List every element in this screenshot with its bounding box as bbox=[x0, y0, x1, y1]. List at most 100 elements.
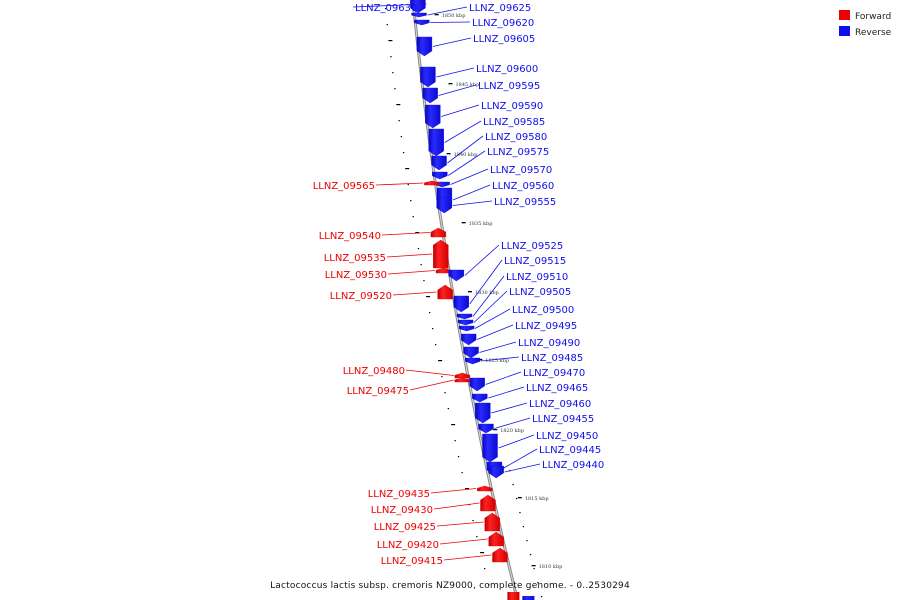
kbp-tick bbox=[531, 565, 536, 567]
gene-feature-llnz_09590[interactable] bbox=[425, 104, 441, 129]
gene-label-llnz_09425[interactable]: LLNZ_09425 bbox=[374, 522, 436, 533]
gene-label-llnz_09470[interactable]: LLNZ_09470 bbox=[523, 368, 585, 379]
gene-feature-llnz_09455[interactable] bbox=[478, 423, 494, 434]
gene-feature-llnz_09565[interactable] bbox=[424, 180, 440, 186]
gene-feature-llnz_09490[interactable] bbox=[463, 346, 479, 359]
gene-leader-line bbox=[447, 135, 484, 164]
gene-label-llnz_09590[interactable]: LLNZ_09590 bbox=[481, 101, 543, 112]
gene-leader-line bbox=[448, 150, 486, 176]
gene-label-llnz_09465[interactable]: LLNZ_09465 bbox=[526, 383, 588, 394]
gene-feature-llnz_09450[interactable] bbox=[482, 433, 498, 463]
scale-tick bbox=[410, 200, 412, 202]
gene-label-llnz_09625[interactable]: LLNZ_09625 bbox=[469, 3, 531, 14]
gene-leader-line bbox=[450, 168, 489, 185]
gene-feature-llnz_09585[interactable] bbox=[428, 128, 444, 157]
gene-label-llnz_09435[interactable]: LLNZ_09435 bbox=[368, 489, 430, 500]
gene-leader-line bbox=[473, 290, 508, 323]
gene-feature-llnz_09480[interactable] bbox=[454, 372, 471, 379]
gene-feature-llnz_09440[interactable] bbox=[488, 465, 504, 479]
gene-label-llnz_09440[interactable]: LLNZ_09440 bbox=[542, 460, 604, 471]
gene-feature-llnz_09535[interactable] bbox=[433, 239, 449, 269]
gene-label-llnz_09415[interactable]: LLNZ_09415 bbox=[381, 556, 443, 567]
scale-tick bbox=[420, 264, 422, 266]
gene-leader-line bbox=[502, 448, 538, 469]
gene-label-llnz_09420[interactable]: LLNZ_09420 bbox=[377, 540, 439, 551]
gene-label-llnz_09510[interactable]: LLNZ_09510 bbox=[506, 272, 568, 283]
gene-feature-llnz_09505[interactable] bbox=[457, 319, 474, 326]
gene-feature-llnz_09515[interactable] bbox=[453, 295, 469, 313]
kbp-tick bbox=[493, 429, 498, 431]
gene-label-llnz_09525[interactable]: LLNZ_09525 bbox=[501, 241, 563, 252]
gene-feature-llnz_09575[interactable] bbox=[432, 171, 448, 180]
gene-label-llnz_09605[interactable]: LLNZ_09605 bbox=[473, 34, 535, 45]
gene-label-llnz_09575[interactable]: LLNZ_09575 bbox=[487, 147, 549, 158]
gene-label-llnz_09450[interactable]: LLNZ_09450 bbox=[536, 431, 598, 442]
gene-feature-llnz_09520[interactable] bbox=[437, 284, 453, 300]
gene-feature-llnz_09495[interactable] bbox=[460, 333, 477, 346]
gene-feature-llnz_09485[interactable] bbox=[464, 357, 481, 365]
scale-tick bbox=[398, 120, 400, 122]
gene-label-llnz_09555[interactable]: LLNZ_09555 bbox=[494, 197, 556, 208]
gene-label-llnz_09460[interactable]: LLNZ_09460 bbox=[529, 399, 591, 410]
gene-feature-llnz_09530[interactable] bbox=[435, 267, 452, 274]
gene-label-llnz_09535[interactable]: LLNZ_09535 bbox=[324, 253, 386, 264]
gene-label-llnz_09565[interactable]: LLNZ_09565 bbox=[313, 181, 375, 192]
gene-leader-line bbox=[441, 104, 480, 117]
gene-label-llnz_09580[interactable]: LLNZ_09580 bbox=[485, 132, 547, 143]
gene-label-llnz_09585[interactable]: LLNZ_09585 bbox=[483, 117, 545, 128]
kbp-label: 1845 kbp bbox=[456, 82, 480, 88]
kbp-label: 1820 kbp bbox=[500, 428, 524, 434]
scale-tick bbox=[512, 484, 514, 486]
gene-feature-llnz_09475[interactable] bbox=[454, 377, 470, 383]
gene-label-llnz_09495[interactable]: LLNZ_09495 bbox=[515, 321, 577, 332]
gene-feature-llnz_09555[interactable] bbox=[436, 197, 452, 214]
gene-label-llnz_09475[interactable]: LLNZ_09475 bbox=[347, 386, 409, 397]
gene-feature-llnz_09625[interactable] bbox=[411, 12, 427, 18]
gene-leader-line bbox=[387, 270, 436, 275]
gene-label-llnz_09595[interactable]: LLNZ_09595 bbox=[478, 81, 540, 92]
gene-feature-llnz_09465[interactable] bbox=[472, 393, 488, 403]
gene-label-llnz_09445[interactable]: LLNZ_09445 bbox=[539, 445, 601, 456]
gene-feature-llnz_09470[interactable] bbox=[469, 377, 485, 392]
gene-label-llnz_09505[interactable]: LLNZ_09505 bbox=[509, 287, 571, 298]
gene-feature-llnz_09580[interactable] bbox=[431, 155, 447, 171]
gene-feature-llnz_09525[interactable] bbox=[448, 269, 465, 282]
scale-tick bbox=[407, 184, 409, 186]
gene-feature-llnz_09600[interactable] bbox=[420, 66, 436, 88]
scale-tick bbox=[526, 540, 528, 542]
gene-label-llnz_09485[interactable]: LLNZ_09485 bbox=[521, 353, 583, 364]
gene-label-llnz_09500[interactable]: LLNZ_09500 bbox=[512, 305, 574, 316]
gene-feature-llnz_09630[interactable] bbox=[410, 0, 426, 14]
kbp-tick bbox=[434, 14, 439, 16]
scale-tick bbox=[451, 424, 456, 426]
gene-label-llnz_09480[interactable]: LLNZ_09480 bbox=[343, 366, 405, 377]
gene-label-llnz_09560[interactable]: LLNZ_09560 bbox=[492, 181, 554, 192]
gene-label-llnz_09430[interactable]: LLNZ_09430 bbox=[371, 505, 433, 516]
gene-label-llnz_09540[interactable]: LLNZ_09540 bbox=[319, 231, 381, 242]
gene-feature-llnz_09415[interactable] bbox=[492, 547, 508, 563]
gene-feature-llnz_09510[interactable] bbox=[456, 313, 473, 320]
gene-feature-llnz_09435[interactable] bbox=[477, 485, 493, 492]
gene-feature-llnz_09420[interactable] bbox=[488, 531, 504, 547]
gene-label-llnz_09490[interactable]: LLNZ_09490 bbox=[518, 338, 580, 349]
scale-tick bbox=[519, 512, 521, 514]
gene-leader-line bbox=[405, 369, 454, 376]
gene-label-llnz_09570[interactable]: LLNZ_09570 bbox=[490, 165, 552, 176]
gene-label-llnz_09515[interactable]: LLNZ_09515 bbox=[504, 256, 566, 267]
gene-label-llnz_09630[interactable]: LLNZ_09630 bbox=[355, 3, 417, 14]
gene-feature-llnz_09425[interactable] bbox=[484, 512, 500, 532]
gene-label-llnz_09455[interactable]: LLNZ_09455 bbox=[532, 414, 594, 425]
gene-label-llnz_09600[interactable]: LLNZ_09600 bbox=[476, 64, 538, 75]
gene-label-llnz_09530[interactable]: LLNZ_09530 bbox=[325, 270, 387, 281]
gene-label-llnz_09620[interactable]: LLNZ_09620 bbox=[472, 18, 534, 29]
gene-feature-llnz_09460[interactable] bbox=[475, 402, 491, 424]
gene-feature-llnz_09540[interactable] bbox=[430, 227, 447, 238]
gene-feature-llnz_09430[interactable] bbox=[480, 494, 496, 512]
gene-feature-llnz_09595[interactable] bbox=[422, 87, 438, 104]
gene-label-llnz_09520[interactable]: LLNZ_09520 bbox=[330, 291, 392, 302]
kbp-tick bbox=[448, 83, 453, 85]
gene-feature-llnz_09605[interactable] bbox=[416, 36, 433, 57]
gene-feature-llnz_09620[interactable] bbox=[414, 19, 430, 26]
gene-feature-llnz_09500[interactable] bbox=[458, 325, 475, 332]
